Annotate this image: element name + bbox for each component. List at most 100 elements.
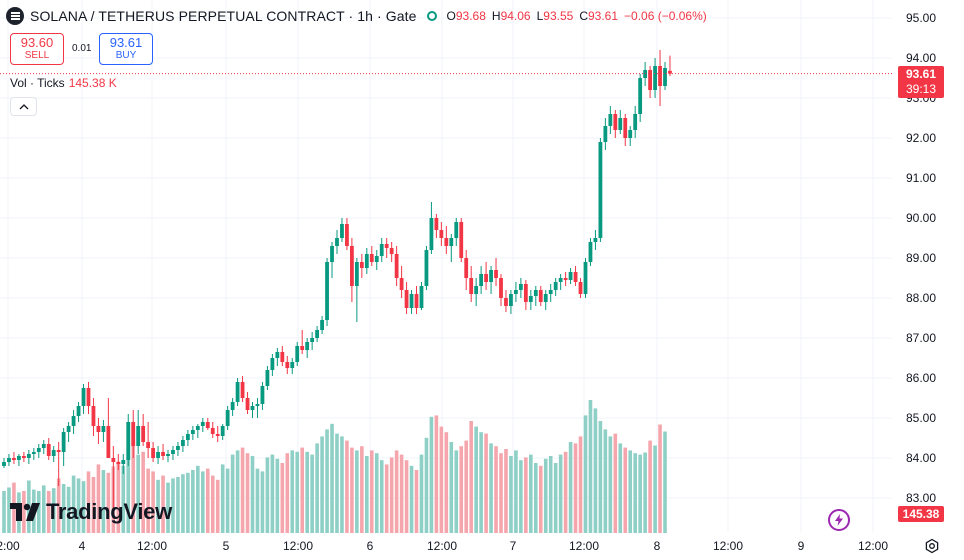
candle	[548, 284, 553, 302]
volume-bar	[509, 456, 513, 533]
candle	[663, 62, 667, 90]
volume-bar	[146, 468, 150, 533]
volume-legend[interactable]: Vol · Ticks 145.38 K	[10, 76, 117, 90]
volume-bar	[449, 442, 454, 533]
candle	[245, 392, 250, 414]
candle-body	[404, 290, 409, 308]
volume-bar	[116, 461, 121, 533]
volume-bar	[285, 453, 290, 533]
gear-icon[interactable]	[923, 537, 941, 555]
volume-bar	[325, 429, 329, 533]
volume-bar	[563, 451, 568, 533]
volume-bar	[250, 456, 255, 533]
candle	[215, 426, 220, 442]
volume-bar	[186, 472, 190, 533]
volume-bar	[379, 460, 384, 533]
volume-bar	[141, 451, 145, 533]
candle-body	[86, 388, 91, 406]
candle	[593, 230, 598, 250]
volume-bar	[434, 415, 439, 533]
candle-body	[26, 454, 31, 458]
time-axis: 2:00 4 12:00 5 12:00 6 12:00 7 12:00 8 12:00 9 12:00	[0, 533, 964, 560]
sell-button[interactable]: 93.60 SELL	[10, 33, 64, 65]
sell-price: 93.60	[20, 35, 54, 50]
collapse-legend-button[interactable]	[10, 97, 37, 116]
volume-bar	[524, 457, 528, 533]
candle-body	[638, 78, 643, 114]
volume-bar	[136, 454, 140, 533]
ohlc-close-label: C	[579, 9, 588, 23]
candle-body	[558, 278, 563, 282]
volume-bar	[230, 454, 235, 533]
candle	[181, 436, 185, 452]
candle-body	[215, 434, 220, 436]
candle	[618, 110, 623, 134]
volume-bar	[394, 450, 399, 533]
volume-bar	[235, 450, 240, 533]
candle-body	[658, 66, 662, 86]
candle	[528, 290, 533, 310]
candle-body	[240, 382, 245, 398]
candle-body	[171, 450, 175, 454]
volume-bar	[613, 433, 618, 533]
candle	[603, 118, 608, 150]
candle	[205, 418, 210, 430]
lightning-icon[interactable]	[828, 509, 850, 531]
candle	[504, 290, 508, 312]
candle-body	[653, 66, 657, 90]
solana-icon[interactable]	[6, 7, 24, 25]
x-tick-label: 4	[79, 539, 86, 553]
volume-bar	[240, 447, 245, 533]
candle	[335, 230, 339, 254]
candle-body	[121, 460, 126, 464]
candle-body	[623, 118, 628, 138]
volume-bar	[583, 415, 588, 533]
candle	[220, 424, 225, 440]
candle	[330, 242, 334, 278]
candle-body	[603, 126, 608, 142]
candle	[210, 422, 215, 438]
visibility-toggle-icon[interactable]	[426, 11, 437, 21]
volume-bar	[489, 443, 493, 533]
candle-body	[156, 452, 160, 458]
candle	[359, 254, 364, 278]
candle-body	[340, 224, 344, 238]
volume-bar	[201, 471, 205, 533]
candle	[290, 358, 295, 374]
volume-bar	[2, 491, 6, 533]
candle-body	[275, 352, 280, 358]
volume-bar	[414, 470, 419, 533]
tradingview-logo[interactable]: TradingView	[10, 499, 172, 525]
candle-body	[21, 456, 26, 458]
volume-bar	[310, 454, 314, 533]
candle	[185, 430, 190, 446]
candle-body	[56, 450, 61, 452]
volume-bar	[499, 453, 503, 533]
volume-bar	[66, 486, 71, 533]
volume-bar	[593, 408, 598, 533]
buy-button[interactable]: 93.61 BUY	[99, 33, 153, 65]
candle-body	[200, 422, 205, 426]
volume-bar	[479, 432, 483, 533]
candle-body	[335, 238, 339, 246]
candle	[151, 442, 155, 462]
volume-bar	[320, 436, 324, 533]
candle-body	[126, 422, 131, 460]
symbol-title[interactable]: SOLANA / TETHERUS PERPETUAL CONTRACT · 1…	[30, 8, 417, 24]
chevron-up-icon	[19, 103, 28, 109]
candle-body	[330, 246, 334, 262]
candle-body	[434, 218, 439, 230]
volume-bar	[543, 458, 548, 533]
x-tick-label: 12:00	[858, 539, 888, 553]
candle-body	[41, 444, 46, 448]
candle-body	[245, 398, 250, 410]
candle-body	[131, 422, 136, 446]
candle-body	[359, 262, 364, 268]
candle-body	[210, 428, 215, 434]
volume-bar	[454, 450, 459, 533]
volume-bar	[618, 443, 623, 533]
candle	[374, 250, 379, 270]
x-tick-label: 8	[654, 539, 661, 553]
candle-body	[76, 406, 81, 416]
